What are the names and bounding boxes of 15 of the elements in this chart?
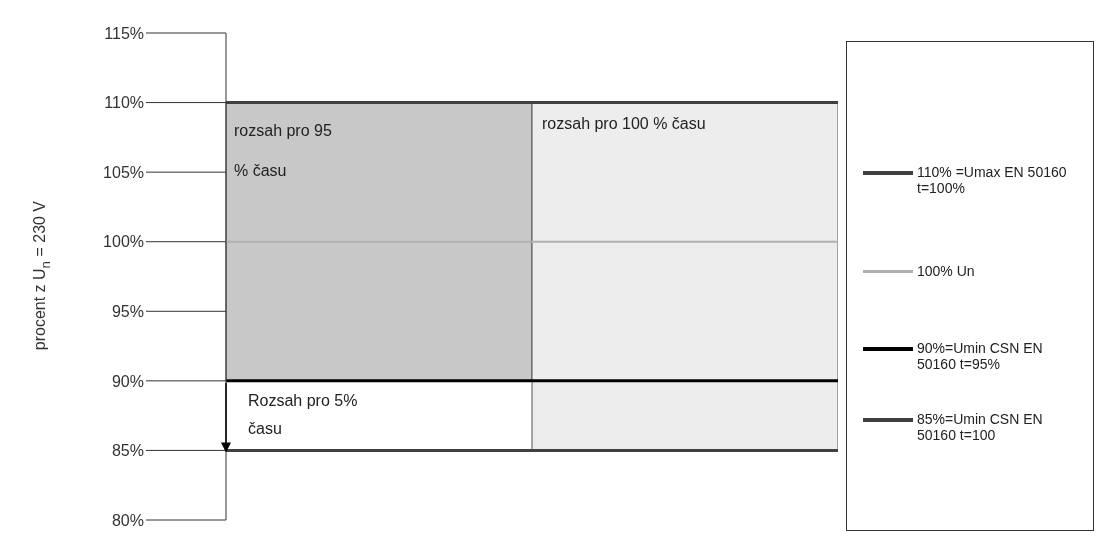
y-tick-label: 105% xyxy=(103,163,144,181)
y-tick-label: 80% xyxy=(111,511,144,529)
text: rozsah pro 95 % času xyxy=(234,121,332,179)
legend-label: 90%=Umin CSN EN 50160 t=95% xyxy=(917,339,1044,372)
annotation: rozsah pro 100 % času xyxy=(542,114,706,133)
y-tick-label: 85% xyxy=(111,442,144,460)
y-tick-label: 110% xyxy=(104,94,144,112)
y-tick-label: 115% xyxy=(104,24,144,42)
annotation: Rozsah pro 5% času xyxy=(248,390,359,439)
legend-label: 85%=Umin CSN EN 50160 t=100 xyxy=(917,411,1044,444)
legend-label: 110% =Umax EN 50160 t=100% xyxy=(917,163,1067,196)
y-tick-label: 95% xyxy=(111,302,144,320)
legend-label: 100% Un xyxy=(917,262,976,279)
y-tick-label: 100% xyxy=(103,233,144,251)
y-tick-label: 90% xyxy=(111,372,144,390)
